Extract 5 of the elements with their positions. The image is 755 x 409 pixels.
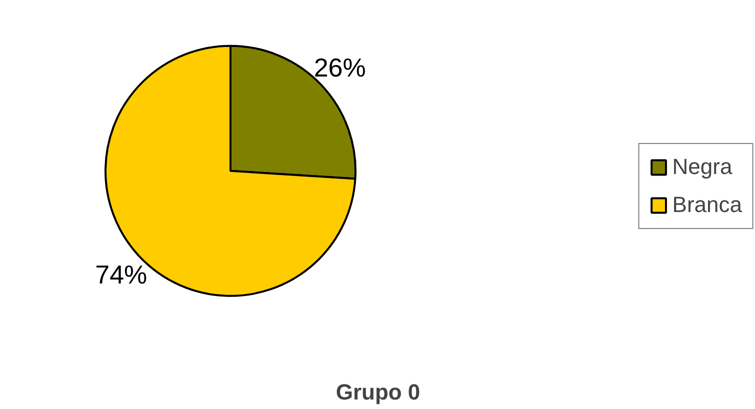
text: Grupo 0	[336, 380, 420, 404]
data-label: 74%	[95, 259, 148, 290]
legend-label: Negra	[672, 154, 732, 180]
data-label: 26%	[314, 52, 366, 82]
legend-label: Branca	[672, 192, 742, 218]
